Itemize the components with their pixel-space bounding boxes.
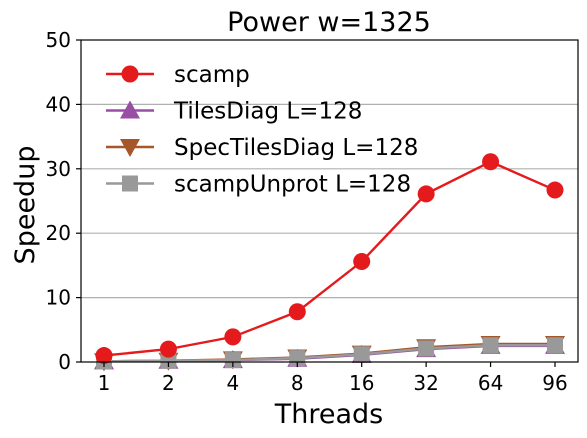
x-tick-label: 2	[162, 371, 175, 395]
legend-marker	[120, 100, 140, 119]
legend-item: SpecTilesDiag L=128	[106, 135, 418, 161]
data-point	[288, 303, 306, 321]
data-point	[353, 346, 370, 363]
legend-label: TilesDiag L=128	[173, 99, 362, 125]
y-tick-label: 0	[58, 350, 71, 374]
axis-layer: 0 10 20 30 40 50 1 2 4 8 16 32 64 96	[46, 28, 568, 395]
data-point	[160, 352, 177, 369]
data-point	[95, 347, 113, 365]
x-tick-label: 96	[542, 371, 567, 395]
series-line	[103, 344, 555, 363]
legend-item: scamp	[106, 62, 250, 88]
legend-marker	[120, 139, 140, 157]
y-axis-label: Speedup	[10, 146, 41, 265]
y-tick-label: 30	[46, 157, 71, 181]
chart-title: Power w=1325	[227, 7, 431, 38]
data-point	[353, 253, 371, 271]
legend-item: TilesDiag L=128	[106, 99, 362, 125]
x-tick-label: 64	[478, 371, 503, 395]
data-point	[417, 185, 435, 203]
x-tick-label: 4	[226, 371, 239, 395]
y-tick-label: 50	[46, 28, 71, 52]
data-point	[224, 352, 241, 369]
data-point	[418, 340, 435, 357]
y-tick-label: 10	[46, 286, 71, 310]
series-scamp	[95, 153, 564, 365]
data-point	[482, 153, 500, 171]
data-point	[546, 181, 564, 199]
data-point	[224, 328, 242, 346]
x-axis-label: Threads	[274, 399, 383, 430]
legend-item: scampUnprot L=128	[106, 172, 411, 198]
y-tick-label: 40	[46, 92, 71, 116]
data-point	[482, 337, 499, 354]
legend-label: scampUnprot L=128	[174, 172, 411, 198]
x-tick-label: 16	[349, 371, 374, 395]
data-point	[547, 337, 563, 354]
x-tick-label: 8	[291, 371, 304, 395]
legend-label: SpecTilesDiag L=128	[174, 135, 418, 161]
series-line	[103, 160, 556, 357]
legend-marker	[121, 65, 139, 83]
legend-label: scamp	[174, 62, 250, 88]
data-point	[159, 340, 177, 358]
plot-frame	[80, 39, 579, 363]
series-layer	[94, 153, 565, 372]
grid-lines	[81, 103, 578, 299]
x-tick-label: 32	[413, 371, 438, 395]
legend-marker	[122, 175, 138, 192]
legend: scamp TilesDiag L=128 SpecTilesDiag L=128 s…	[106, 62, 418, 198]
x-tick-label: 1	[98, 371, 111, 395]
y-tick-label: 20	[46, 221, 71, 245]
